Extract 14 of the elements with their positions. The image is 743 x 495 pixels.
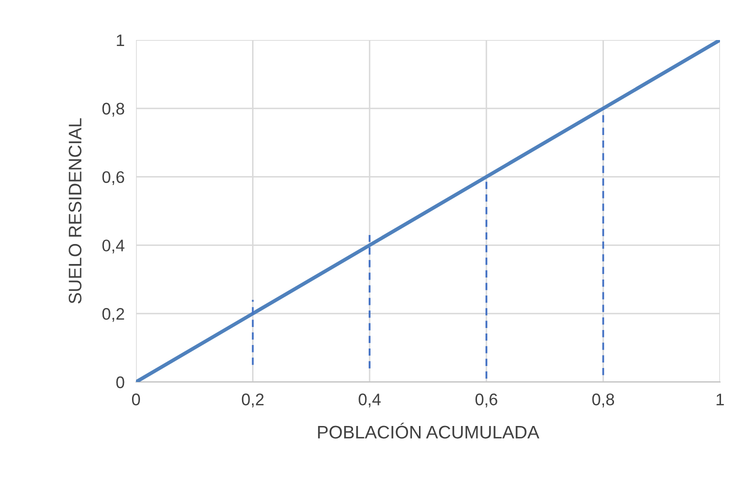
x-tick-label: 0,8 bbox=[592, 394, 614, 408]
x-tick-label: 0,4 bbox=[358, 394, 381, 408]
y-tick-label: 0,2 bbox=[102, 308, 124, 322]
x-tick-label: 0 bbox=[132, 394, 140, 406]
x-tick-label: 0,6 bbox=[475, 394, 498, 408]
x-axis-title: POBLACIÓN ACUMULADA bbox=[318, 422, 540, 439]
y-tick-label: 0,4 bbox=[102, 240, 124, 254]
y-tick-label: 0,8 bbox=[102, 102, 124, 117]
y-axis-title: SUELO RESIDENCIAL bbox=[68, 118, 82, 304]
y-tick-label: 1 bbox=[116, 34, 124, 46]
x-tick-label: 1 bbox=[716, 394, 724, 406]
y-tick-label: 0 bbox=[116, 376, 124, 388]
y-tick-label: 0,6 bbox=[102, 171, 124, 185]
x-tick-label: 0,2 bbox=[242, 394, 264, 408]
